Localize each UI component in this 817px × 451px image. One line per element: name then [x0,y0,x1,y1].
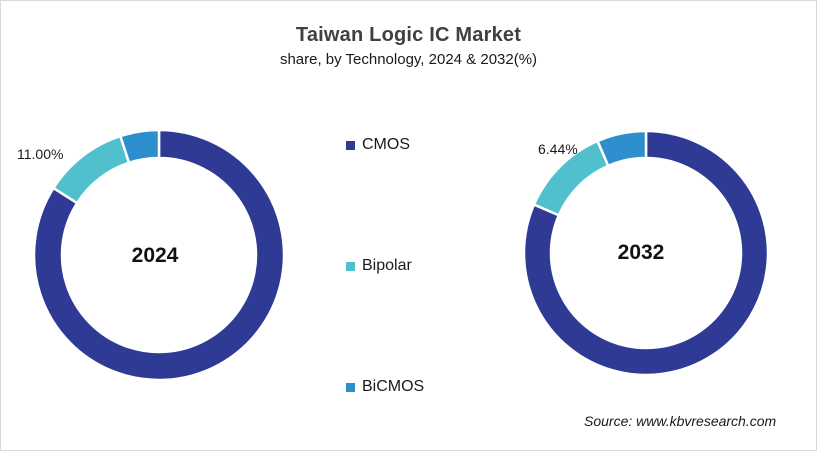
donut-2024-center-label: 2024 [132,244,179,267]
donut-segment-bicmos [595,129,648,168]
donut-segment-bicmos [118,128,161,165]
donut-2032-data-label: 6.44% [538,141,578,157]
donut-2032-center-label: 2032 [618,241,665,264]
legend-label-bipolar: Bipolar [362,257,412,274]
legend-label-bicmos: BiCMOS [362,378,425,395]
legend-item-bipolar: Bipolar [346,257,412,275]
legend-item-cmos: CMOS [346,136,410,154]
donut-segment-cmos [32,128,286,382]
donut-2024-data-label: 11.00% [17,146,63,162]
legend-swatch-bipolar [346,261,355,271]
legend-swatch-cmos [346,140,355,150]
donut-2032 [522,129,770,377]
donut-segment-bipolar [51,134,131,205]
legend-label-cmos: CMOS [362,136,410,153]
donut-2024 [32,128,286,382]
legend-item-bicmos: BiCMOS [346,378,424,396]
source-note: Source: www.kbvresearch.com [584,413,777,429]
donut-segment-cmos [522,129,770,377]
legend-swatch-bicmos [346,382,355,392]
chart-subtitle: share, by Technology, 2024 & 2032(%) [279,51,538,68]
chart-title: Taiwan Logic IC Market [295,24,522,46]
